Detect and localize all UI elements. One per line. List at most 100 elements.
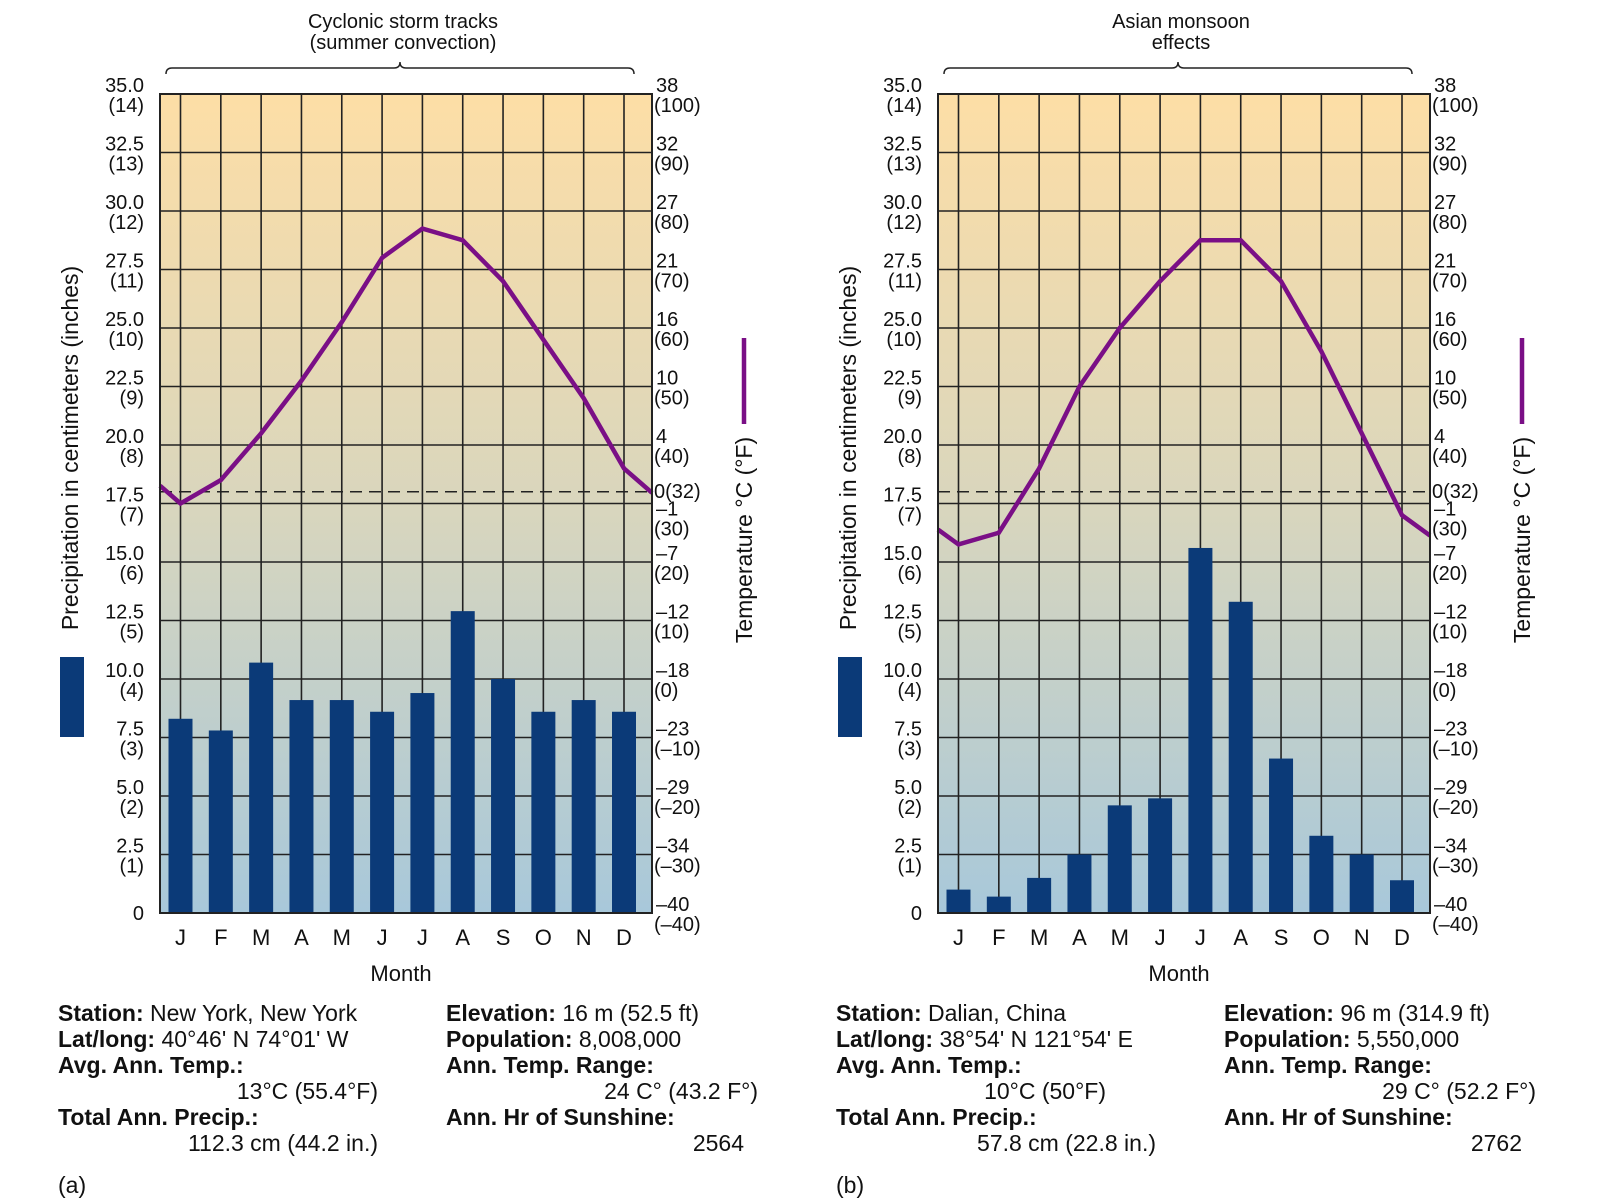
left-tick-label: 22.5: [105, 368, 144, 390]
station-value: Dalian, China: [928, 1000, 1067, 1026]
right-tick-label: –29: [1434, 777, 1467, 799]
left-tick-label: 5.0: [894, 777, 922, 799]
right-tick-label: –40: [656, 894, 689, 916]
left-tick-label: 15.0: [105, 543, 144, 565]
station-info-left: Station: New York, New York Lat/long: 40…: [58, 1000, 378, 1156]
right-tick-sublabel: (70): [1432, 271, 1468, 293]
left-tick-sublabel: (7): [898, 505, 922, 527]
left-tick-label: 7.5: [894, 719, 922, 741]
right-tick-label: –12: [1434, 602, 1467, 624]
climograph-chart: Cyclonic storm tracks(summer convection)…: [57, 11, 757, 986]
precip-bar: [1269, 758, 1294, 913]
population-label: Population:: [1224, 1026, 1351, 1052]
month-label: M: [1111, 925, 1129, 950]
left-tick-label: 12.5: [883, 602, 922, 624]
left-tick-label: 0: [911, 903, 922, 925]
precip-bar: [531, 711, 556, 913]
month-label: S: [496, 925, 511, 950]
left-tick-label: 5.0: [116, 777, 144, 799]
left-tick-label: 30.0: [105, 192, 144, 214]
sunshine-label: Ann. Hr of Sunshine:: [1224, 1104, 1453, 1130]
elevation-label: Elevation:: [1224, 1000, 1334, 1026]
right-tick-sublabel: (0): [654, 680, 678, 702]
month-label: M: [333, 925, 351, 950]
right-tick-label: 38: [656, 75, 678, 97]
month-label: J: [175, 925, 186, 950]
y-axis-label-left: Precipitation in centimeters (inches): [57, 266, 83, 630]
left-tick-label: 20.0: [883, 426, 922, 448]
right-tick-sublabel: (–10): [654, 739, 701, 761]
precip-bar: [410, 693, 435, 913]
right-tick-label: 21: [656, 251, 678, 273]
plot-frame: [937, 93, 1431, 914]
right-tick-label: 16: [656, 309, 678, 331]
right-tick-label: –1: [1434, 499, 1456, 521]
right-tick-sublabel: (100): [654, 95, 701, 117]
precip-bar: [1309, 835, 1334, 913]
precip-bar: [491, 679, 516, 913]
right-tick-label: –29: [656, 777, 689, 799]
precip-bar: [168, 718, 193, 913]
temp-range-label: Ann. Temp. Range:: [446, 1052, 654, 1078]
month-label: J: [417, 925, 428, 950]
right-tick-label: 4: [1434, 426, 1445, 448]
latlong-label: Lat/long:: [58, 1026, 156, 1052]
left-tick-label: 35.0: [105, 75, 144, 97]
right-tick-label: –34: [1434, 836, 1467, 858]
y-axis-label-left: Precipitation in centimeters (inches): [835, 266, 861, 630]
precip-bar: [1188, 547, 1213, 913]
left-tick-label: 2.5: [894, 836, 922, 858]
precip-legend-swatch: [838, 657, 862, 737]
left-tick-label: 20.0: [105, 426, 144, 448]
chart-title-line: effects: [1152, 32, 1211, 54]
right-tick-sublabel: (20): [654, 563, 690, 585]
right-tick-sublabel: (–40): [654, 914, 701, 936]
right-tick-label: 38: [1434, 75, 1456, 97]
right-tick-label: 0(32): [1432, 481, 1479, 503]
left-tick-sublabel: (10): [108, 329, 144, 351]
avg-temp-label: Avg. Ann. Temp.:: [58, 1052, 244, 1078]
left-tick-label: 10.0: [105, 660, 144, 682]
x-axis-label: Month: [1148, 961, 1209, 986]
month-label: J: [1195, 925, 1206, 950]
plot-frame: [159, 93, 653, 914]
left-tick-label: 7.5: [116, 719, 144, 741]
precip-bar: [329, 700, 354, 913]
left-tick-sublabel: (9): [120, 388, 144, 410]
elevation-value: 96 m (314.9 ft): [1340, 1000, 1490, 1026]
left-tick-label: 32.5: [883, 134, 922, 156]
month-label: M: [252, 925, 270, 950]
elevation-label: Elevation:: [446, 1000, 556, 1026]
left-tick-sublabel: (8): [120, 446, 144, 468]
month-label: A: [1072, 925, 1087, 950]
panel-label: (b): [836, 1172, 865, 1198]
right-tick-label: 4: [656, 426, 667, 448]
left-tick-label: 27.5: [105, 251, 144, 273]
precip-bar: [612, 711, 636, 913]
left-tick-sublabel: (4): [898, 680, 922, 702]
total-precip-label: Total Ann. Precip.:: [58, 1104, 259, 1130]
month-label: J: [953, 925, 964, 950]
left-tick-sublabel: (1): [120, 856, 144, 878]
right-tick-label: –7: [656, 543, 678, 565]
left-tick-sublabel: (3): [120, 739, 144, 761]
right-tick-sublabel: (90): [1432, 154, 1468, 176]
total-precip-label: Total Ann. Precip.:: [836, 1104, 1037, 1130]
right-tick-label: 32: [656, 134, 678, 156]
right-tick-sublabel: (50): [654, 388, 690, 410]
right-tick-sublabel: (70): [654, 271, 690, 293]
left-tick-label: 30.0: [883, 192, 922, 214]
temp-range-label: Ann. Temp. Range:: [1224, 1052, 1432, 1078]
left-tick-sublabel: (6): [898, 563, 922, 585]
left-tick-sublabel: (9): [898, 388, 922, 410]
left-tick-sublabel: (14): [886, 95, 922, 117]
month-label: N: [1354, 925, 1370, 950]
month-label: O: [535, 925, 552, 950]
right-tick-sublabel: (0): [1432, 680, 1456, 702]
right-tick-sublabel: (20): [1432, 563, 1468, 585]
right-tick-label: –23: [656, 719, 689, 741]
left-tick-label: 17.5: [105, 485, 144, 507]
right-tick-label: –23: [1434, 719, 1467, 741]
left-tick-label: 22.5: [883, 368, 922, 390]
